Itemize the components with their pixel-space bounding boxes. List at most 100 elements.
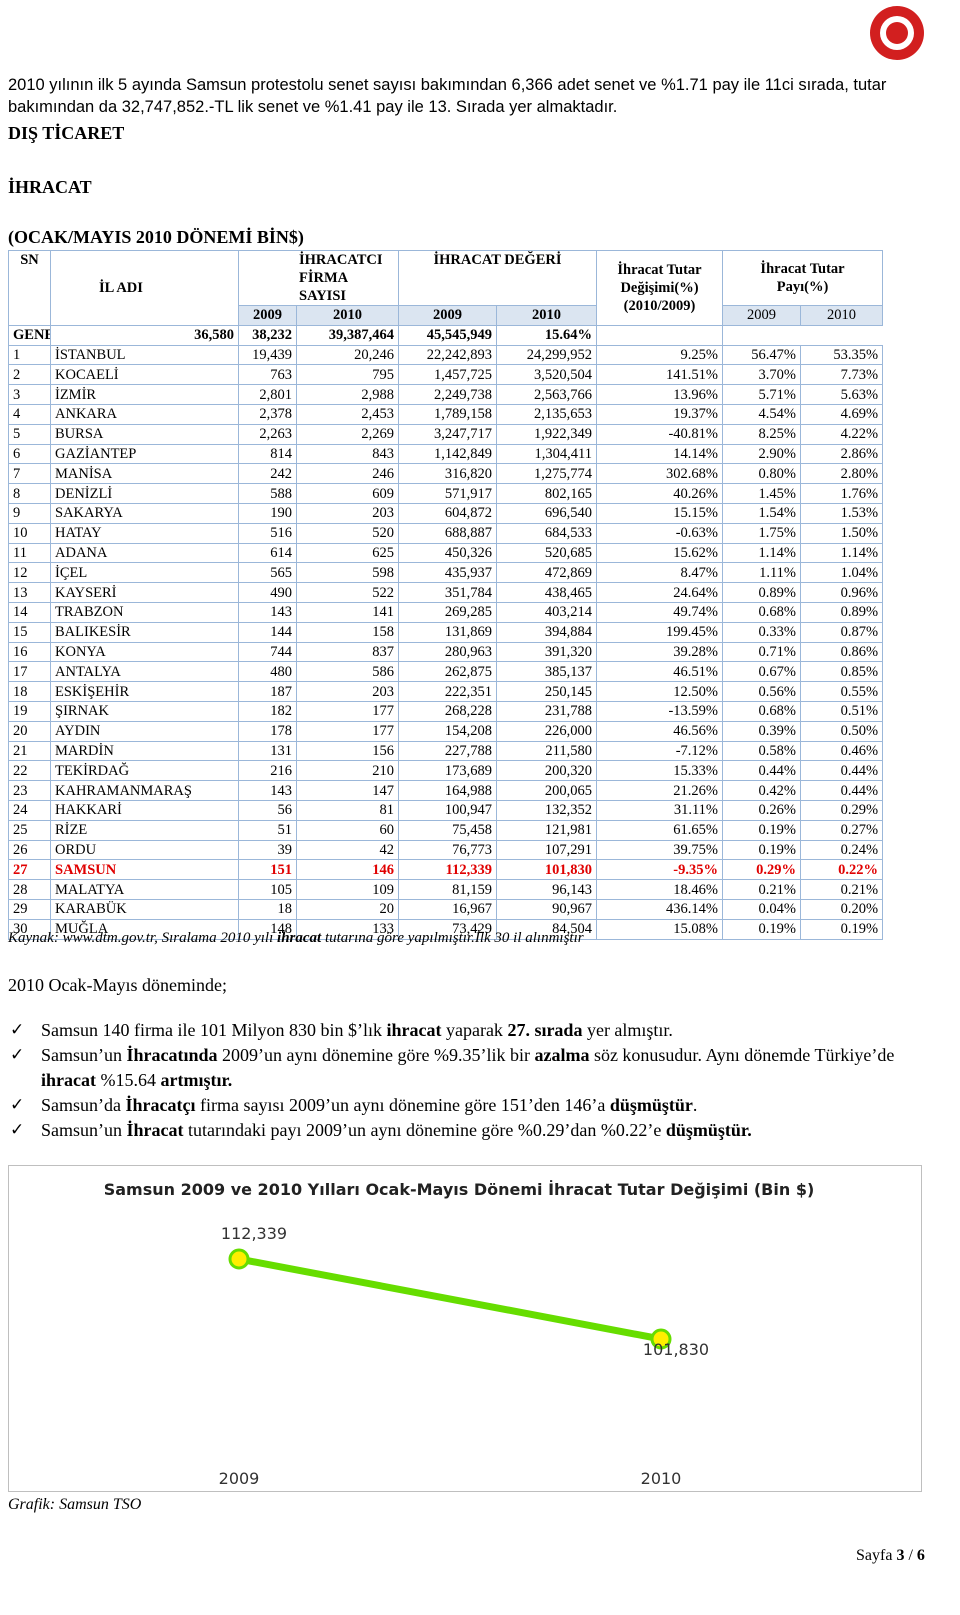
table-cell: 18.46% — [596, 879, 724, 900]
table-cell: 14 — [8, 601, 51, 623]
table-cell: 565 — [238, 562, 297, 584]
table-cell: 227,788 — [398, 740, 497, 762]
table-cell: SAMSUN — [50, 859, 239, 881]
table-cell: 1,142,849 — [398, 443, 497, 465]
total-row: GENEL TOPLAM36,58038,23239,387,46445,545… — [8, 324, 883, 346]
table-cell: 9.25% — [596, 344, 724, 366]
total-cell — [596, 324, 724, 346]
total-cell: 15.64% — [495, 324, 598, 346]
table-cell: 0.19% — [722, 918, 802, 940]
table-cell: 4.22% — [800, 423, 884, 445]
table-cell: 39 — [238, 839, 297, 861]
table-cell: 132,352 — [495, 799, 598, 821]
table-cell: 516 — [238, 522, 297, 544]
data-row: 15 BALIKESİR 144 158 131,869 394,884 199.45% 0.… — [8, 621, 884, 643]
table-cell: AYDIN — [50, 720, 239, 742]
data-row: 22 TEKİRDAĞ 216 210 173,689 200,320 15.33% 0.44… — [8, 760, 884, 782]
table-cell: 100,947 — [398, 799, 497, 821]
text-run: tutarındaki payı 2009’un aynı dönemine g… — [183, 1120, 666, 1140]
table-cell: 0.87% — [800, 621, 884, 643]
chart: Samsun 2009 ve 2010 Yılları Ocak-Mayıs D… — [104, 1180, 815, 1488]
table-cell: 490 — [238, 582, 297, 603]
table-cell: 16 — [8, 641, 51, 663]
text-run: Samsun 140 firma ile 101 Milyon 830 bin … — [41, 1020, 387, 1040]
table-cell: 3,247,717 — [398, 423, 497, 445]
table-cell: 10 — [8, 522, 51, 544]
table-cell: 0.80% — [722, 463, 802, 485]
table-cell: İÇEL — [50, 562, 239, 584]
table-cell: 0.33% — [722, 621, 802, 643]
table-cell: 394,884 — [495, 621, 598, 643]
table-cell: 0.22% — [800, 859, 884, 881]
table-cell: 625 — [296, 542, 399, 564]
table-cell: 8.47% — [596, 562, 724, 584]
table-cell: 2.90% — [722, 443, 802, 465]
table-cell: 0.46% — [800, 740, 884, 762]
table-cell: 0.42% — [722, 780, 802, 801]
data-row: 16 KONYA 744 837 280,963 391,320 39.28% 0.71% 0.… — [8, 641, 884, 663]
table-cell: 0.20% — [800, 898, 884, 920]
table-cell: 2,263 — [238, 423, 297, 445]
table-cell: 20 — [296, 898, 399, 920]
table-cell: BURSA — [50, 423, 239, 445]
header-cell: İHRACAT DEĞERİ — [397, 250, 598, 306]
data-row: 3 İZMİR 2,801 2,988 2,249,738 2,563,766 13.96%… — [8, 384, 884, 405]
table-cell: 31.11% — [596, 799, 724, 821]
table-cell: 588 — [238, 483, 297, 504]
table-cell: 84,504 — [495, 918, 598, 940]
table-cell: 571,917 — [398, 483, 497, 504]
table-cell: 216 — [238, 760, 297, 782]
header-cell: İHRACATCI FİRMA SAYISI — [238, 250, 399, 306]
table-cell: 0.19% — [722, 819, 802, 841]
chart-title: Samsun 2009 ve 2010 Yılları Ocak-Mayıs D… — [104, 1180, 815, 1199]
bold-run: ihracat — [41, 1070, 96, 1090]
data-row: 7 MANİSA 242 246 316,820 1,275,774 302.68% 0.80… — [8, 463, 884, 485]
table-cell: 7 — [8, 463, 51, 485]
table-cell: 200,320 — [495, 760, 598, 782]
year-header: 2010 — [296, 305, 399, 326]
data-row: 17 ANTALYA 480 586 262,875 385,137 46.51% 0.67%… — [8, 661, 884, 683]
table-cell: 280,963 — [398, 641, 497, 663]
table-cell: 0.85% — [800, 661, 884, 683]
table-cell: 5 — [8, 423, 51, 445]
data-row: 24 HAKKARİ 56 81 100,947 132,352 31.11% 0.26% 0.… — [8, 799, 884, 821]
table-cell: 182 — [238, 700, 297, 722]
table-cell: DENİZLİ — [50, 483, 239, 504]
table-cell: 24,299,952 — [495, 344, 598, 366]
table-cell: MARDİN — [50, 740, 239, 762]
table-cell: GAZİANTEP — [50, 443, 239, 465]
table-cell: 2,563,766 — [495, 384, 598, 405]
table-cell: 269,285 — [398, 601, 497, 623]
table-cell: 81,159 — [398, 879, 497, 900]
table-cell: 1.75% — [722, 522, 802, 544]
table-cell: 199.45% — [596, 621, 724, 643]
data-row: 30 MUĞLA 148 133 73,429 84,504 15.08% 0.19% 0.19… — [8, 918, 884, 940]
table-cell: 40.26% — [596, 483, 724, 504]
table-cell: 75,458 — [398, 819, 497, 841]
text-run: söz konusudur. Aynı dönemde Türkiye’de — [589, 1045, 895, 1065]
text-run: yer almıştır. — [582, 1020, 673, 1040]
table-cell: 25 — [8, 819, 51, 841]
table-cell: 177 — [296, 700, 399, 722]
table-cell: 250,145 — [495, 681, 598, 702]
table-cell: ANTALYA — [50, 661, 239, 683]
table-cell: 164,988 — [398, 780, 497, 801]
table-cell: 13 — [8, 582, 51, 603]
table-cell: 688,887 — [398, 522, 497, 544]
table-cell: 0.89% — [722, 582, 802, 603]
table-cell: KARABÜK — [50, 898, 239, 920]
table-cell: 101,830 — [495, 859, 598, 881]
table-cell: 27 — [8, 859, 51, 881]
logo — [870, 6, 924, 60]
table-cell: 262,875 — [398, 661, 497, 683]
table-cell: 19,439 — [238, 344, 297, 366]
table-cell: 0.58% — [722, 740, 802, 762]
table-cell: 81 — [296, 799, 399, 821]
table-cell: 96,143 — [495, 879, 598, 900]
table-cell: SAKARYA — [50, 502, 239, 524]
table-cell: 0.67% — [722, 661, 802, 683]
table-cell: 1 — [8, 344, 51, 366]
table-cell: 16,967 — [398, 898, 497, 920]
data-row: 26 ORDU 39 42 76,773 107,291 39.75% 0.19% 0.24% — [8, 839, 884, 861]
header-cell: SN — [8, 250, 51, 326]
